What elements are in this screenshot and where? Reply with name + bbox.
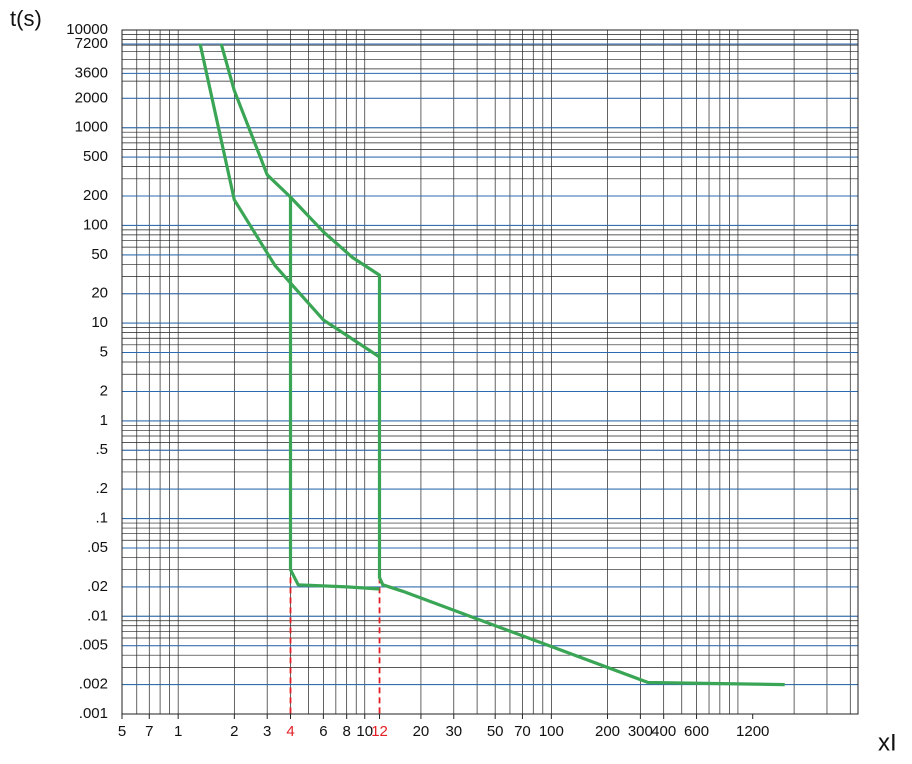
curve <box>198 43 381 359</box>
x-tick-label: 3 <box>263 723 271 740</box>
y-tick-label: 100 <box>83 216 108 233</box>
y-tick-label: .001 <box>79 705 108 722</box>
x-tick-label: 2 <box>230 723 238 740</box>
x-tick-label: 7 <box>145 723 153 740</box>
x-tick-label: 12 <box>371 723 388 740</box>
y-tick-label: 1 <box>100 412 108 429</box>
x-tick-label: 30 <box>445 723 462 740</box>
x-tick-label: 4 <box>286 723 294 740</box>
y-axis-label: t(s) <box>10 6 42 31</box>
y-tick-label: 500 <box>83 148 108 165</box>
y-tick-label: 2 <box>100 382 108 399</box>
curve <box>219 43 785 687</box>
y-tick-label: 5 <box>100 344 108 361</box>
y-tick-label: .5 <box>95 441 108 458</box>
plot-frame <box>121 29 859 715</box>
y-tick-label: .002 <box>79 676 108 693</box>
y-tick-label: 3600 <box>75 64 108 81</box>
x-axis-label: xI <box>878 729 897 756</box>
y-tick-label: .2 <box>95 480 108 497</box>
y-tick-label: 7200 <box>75 35 108 52</box>
x-tick-label: 100 <box>539 723 564 740</box>
x-tick-label: 600 <box>684 723 709 740</box>
x-tick-label: 10 <box>356 723 373 740</box>
y-tick-label: .02 <box>87 578 108 595</box>
y-tick-label: 50 <box>91 246 108 263</box>
y-tick-label: 200 <box>83 187 108 204</box>
y-tick-label: 10000 <box>66 21 108 38</box>
y-tick-label: .1 <box>95 510 108 527</box>
y-tick-label: .05 <box>87 539 108 556</box>
x-tick-label: 1200 <box>736 723 769 740</box>
x-tick-label: 70 <box>514 723 531 740</box>
y-tick-label: 10 <box>91 314 108 331</box>
x-tick-label: 200 <box>595 723 620 740</box>
y-tick-label: .005 <box>79 637 108 654</box>
x-tick-label: 50 <box>487 723 504 740</box>
x-tick-label: 6 <box>319 723 327 740</box>
x-tick-label: 20 <box>413 723 430 740</box>
x-tick-label: 300 <box>628 723 653 740</box>
y-tick-label: 1000 <box>75 119 108 136</box>
curve <box>288 197 380 591</box>
y-tick-label: 2000 <box>75 89 108 106</box>
y-tick-label: .01 <box>87 607 108 624</box>
x-tick-label: 8 <box>343 723 351 740</box>
x-tick-label: 5 <box>118 723 126 740</box>
x-tick-label: 1 <box>174 723 182 740</box>
y-tick-label: 20 <box>91 285 108 302</box>
x-tick-label: 400 <box>651 723 676 740</box>
